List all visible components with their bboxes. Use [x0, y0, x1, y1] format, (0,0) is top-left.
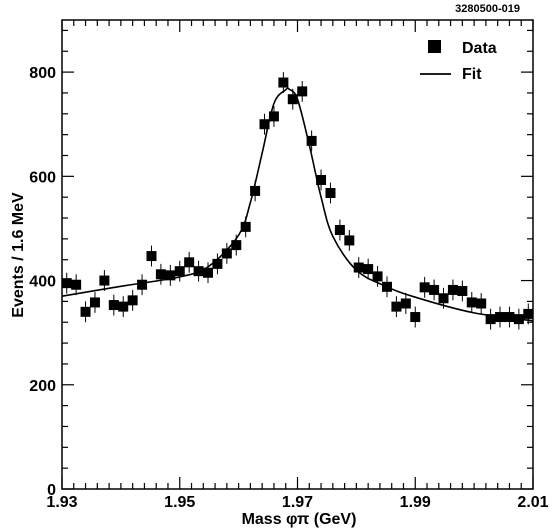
data-point	[184, 257, 195, 268]
y-tick-label: 200	[29, 378, 56, 395]
data-point	[155, 269, 166, 280]
data-point	[306, 135, 317, 146]
data-point	[165, 270, 176, 281]
legend-data-label: Data	[462, 40, 497, 57]
data-point	[99, 275, 110, 286]
x-tick-label: 1.97	[282, 494, 313, 511]
data-point	[485, 314, 496, 325]
data-point	[268, 111, 279, 122]
data-point	[297, 86, 308, 97]
data-point	[400, 298, 411, 309]
y-tick-labels: 0 200 400 600 800	[29, 65, 56, 499]
data-point	[353, 262, 364, 273]
data-point	[372, 271, 383, 282]
data-point	[316, 174, 327, 185]
y-tick-label: 600	[29, 169, 56, 186]
y-tick-label: 0	[47, 482, 56, 499]
data-point	[127, 295, 138, 306]
data-point	[476, 298, 487, 309]
x-axis-label: Mass φπ (GeV)	[242, 511, 357, 528]
data-point	[250, 185, 261, 196]
y-tick-label: 800	[29, 65, 56, 82]
data-point	[410, 312, 421, 323]
legend: Data Fit	[420, 40, 497, 83]
data-point	[221, 248, 232, 259]
data-point	[381, 281, 392, 292]
data-point	[466, 297, 477, 308]
data-point	[344, 235, 355, 246]
data-point	[118, 301, 129, 312]
x-tick-label: 1.95	[164, 494, 195, 511]
data-point	[80, 306, 91, 317]
data-point	[240, 221, 251, 232]
data-point	[203, 267, 214, 278]
data-point	[278, 77, 289, 88]
data-point	[108, 300, 119, 311]
data-point	[71, 279, 82, 290]
x-tick-labels: 1.93 1.95 1.97 1.99 2.01	[46, 494, 548, 511]
x-tick-label: 2.01	[517, 494, 548, 511]
data-point	[193, 266, 204, 277]
data-point	[146, 251, 157, 262]
data-points	[61, 72, 534, 330]
legend-fit-label: Fit	[462, 66, 482, 83]
data-point	[61, 278, 72, 289]
data-point	[438, 293, 449, 304]
data-point	[259, 119, 270, 130]
data-point	[447, 284, 458, 295]
data-point	[495, 312, 506, 323]
data-point	[391, 301, 402, 312]
y-tick-label: 400	[29, 274, 56, 291]
data-point	[334, 225, 345, 236]
data-point	[174, 266, 185, 277]
data-point	[419, 282, 430, 293]
data-point	[457, 285, 468, 296]
y-axis-label: Events / 1.6 MeV	[10, 192, 27, 318]
data-point	[231, 240, 242, 251]
data-point	[325, 188, 336, 199]
data-point	[513, 314, 524, 325]
data-point	[212, 258, 223, 269]
data-point	[429, 284, 440, 295]
x-tick-label: 1.99	[400, 494, 431, 511]
data-point	[137, 279, 148, 290]
legend-data-marker	[428, 40, 441, 53]
data-point	[89, 297, 100, 308]
data-point	[363, 264, 374, 275]
data-point	[523, 308, 534, 319]
figure-id: 3280500-019	[455, 3, 520, 15]
axis-ticks	[61, 20, 534, 490]
data-point	[287, 94, 298, 105]
x-tick-label: 1.93	[46, 494, 77, 511]
data-point	[504, 312, 515, 323]
